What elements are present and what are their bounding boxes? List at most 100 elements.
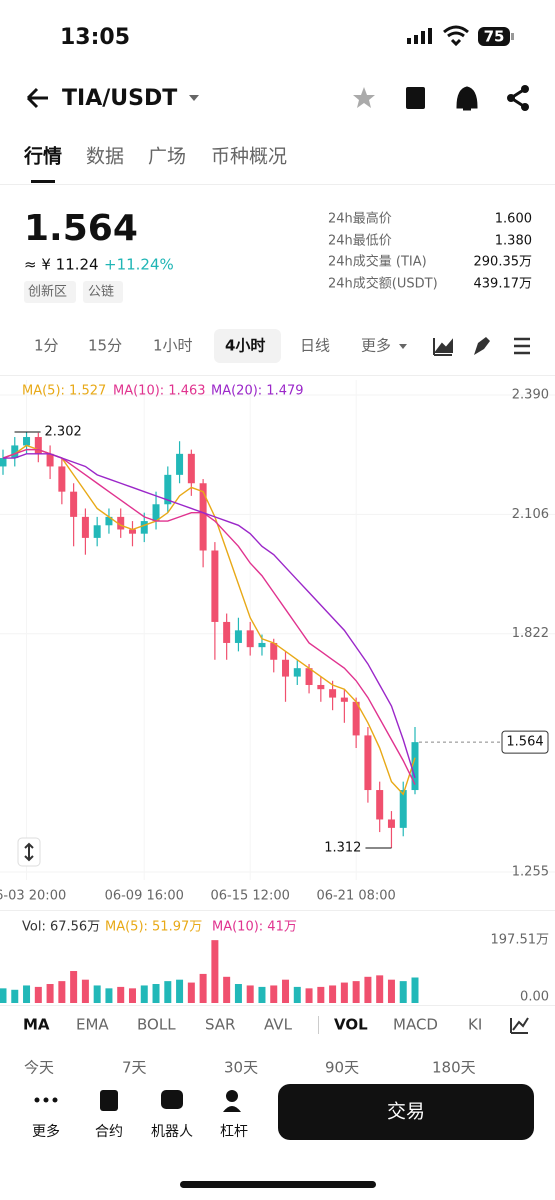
volume-bar: [0, 988, 7, 1003]
indicator-settings[interactable]: [510, 1017, 529, 1034]
candle-body: [293, 668, 301, 677]
action-label[interactable]: 更多: [32, 1123, 60, 1140]
interval[interactable]: 更多: [361, 337, 391, 355]
interval[interactable]: 4小时: [225, 337, 265, 355]
legend-entry: MA(5): 1.527: [22, 384, 106, 399]
indicator-tab[interactable]: MA: [23, 1016, 50, 1034]
volume-bar: [140, 985, 148, 1003]
tab[interactable]: 行情: [23, 145, 62, 168]
expand-icon[interactable]: [24, 842, 34, 862]
legend-entry: MA(20): 1.479: [211, 384, 304, 399]
indicator-tab[interactable]: SAR: [205, 1016, 235, 1034]
candle-body: [223, 621, 231, 643]
max-label: 2.302: [45, 424, 82, 439]
more-caret[interactable]: [399, 344, 407, 349]
tag-label[interactable]: 公链: [88, 285, 114, 300]
period-tab[interactable]: 30天: [224, 1059, 258, 1077]
volume-bar: [46, 984, 54, 1003]
indicator-tab[interactable]: EMA: [76, 1016, 109, 1034]
chart-type-icon[interactable]: [433, 338, 453, 356]
candle-body: [46, 453, 54, 467]
home-indicator: [180, 1181, 376, 1188]
tab[interactable]: 广场: [148, 146, 186, 168]
stats: 24h最高价 1.600 24h最低价 1.380 24h成交量 (TIA) 2…: [328, 211, 532, 292]
back-button[interactable]: [26, 87, 48, 109]
stat-value: 1.380: [495, 234, 532, 249]
candle-body: [258, 642, 266, 648]
period-tab[interactable]: 180天: [432, 1059, 476, 1077]
candle-body: [23, 437, 31, 446]
volume-tick-label: 0.00: [520, 990, 549, 1005]
candle-body: [387, 819, 395, 828]
draw-icon[interactable]: [474, 337, 490, 355]
min-label: 1.312: [324, 841, 361, 856]
volume-bar: [152, 984, 160, 1003]
favorite-icon[interactable]: [353, 87, 375, 108]
candle-body: [11, 445, 19, 459]
indicator-tab[interactable]: KI: [468, 1016, 482, 1034]
interval[interactable]: 1分: [34, 337, 59, 355]
stat-label: 24h最高价: [328, 211, 392, 227]
battery-cap: [511, 33, 514, 40]
volume-bar: [128, 988, 136, 1003]
indicator-tab[interactable]: AVL: [264, 1016, 293, 1034]
action-label[interactable]: 机器人: [151, 1124, 193, 1140]
volume-bar: [282, 979, 290, 1003]
trade-button[interactable]: [278, 1084, 534, 1140]
last-price-label: 1.564: [506, 735, 543, 750]
volume-bar: [246, 985, 254, 1003]
interval[interactable]: 15分: [88, 337, 122, 355]
book-icon[interactable]: [406, 87, 425, 109]
period-tabs: 今天 7天 30天 90天 180天: [24, 1059, 476, 1077]
stat-value: 290.35万: [474, 255, 533, 270]
tab-indicator: [31, 180, 55, 183]
fiat-price: ≈ ¥ 11.24: [24, 256, 99, 274]
tag-label[interactable]: 创新区: [28, 284, 67, 300]
candle-body: [329, 689, 337, 698]
volume-bar: [34, 986, 42, 1003]
candle-body: [81, 516, 89, 538]
volume-bar: [364, 976, 372, 1003]
volume-bar: [211, 940, 219, 1003]
interval[interactable]: 日线: [300, 337, 330, 355]
volume-bar: [23, 985, 31, 1003]
period-tab[interactable]: 今天: [24, 1059, 54, 1077]
pair-title[interactable]: TIA/USDT: [62, 86, 177, 111]
indicator-tab[interactable]: MACD: [393, 1016, 438, 1034]
stat-value: 439.17万: [474, 277, 533, 292]
volume-bar: [105, 988, 113, 1003]
alert-icon[interactable]: [456, 86, 478, 111]
tab[interactable]: 币种概况: [211, 146, 287, 168]
volume-bar: [93, 985, 101, 1003]
volume-bar: [187, 982, 195, 1003]
volume-bar: [411, 977, 419, 1003]
candle-body: [164, 474, 172, 505]
period-tab[interactable]: 90天: [325, 1059, 359, 1077]
candle-body: [364, 735, 372, 791]
tag[interactable]: [83, 281, 123, 303]
trade-label[interactable]: 交易: [387, 1101, 425, 1123]
pair-dropdown[interactable]: [189, 95, 199, 101]
action-label[interactable]: 合约: [95, 1124, 123, 1140]
share-icon[interactable]: [507, 85, 529, 111]
candle-body: [352, 701, 360, 736]
candle-body: [376, 790, 384, 820]
period-tab[interactable]: 7天: [122, 1059, 147, 1077]
volume-legend: MA(10): 41万: [212, 920, 297, 935]
action-label[interactable]: 杠杆: [220, 1124, 248, 1140]
tab[interactable]: 数据: [86, 146, 124, 168]
interval[interactable]: 1小时: [153, 337, 193, 355]
candle-body: [34, 437, 42, 454]
tag[interactable]: [24, 281, 76, 303]
status-time: 13:05: [60, 25, 130, 50]
volume-bar: [70, 971, 78, 1003]
settings-icon[interactable]: [514, 337, 530, 355]
volume-bar: [317, 986, 325, 1003]
indicator-tab[interactable]: VOL: [334, 1016, 368, 1034]
volume-bar: [305, 988, 313, 1003]
y-tick-label: 2.106: [512, 507, 549, 522]
ma-line: [3, 453, 416, 779]
candle-body: [128, 529, 136, 534]
indicator-tab[interactable]: BOLL: [137, 1016, 176, 1034]
signal-icon: [407, 28, 432, 44]
